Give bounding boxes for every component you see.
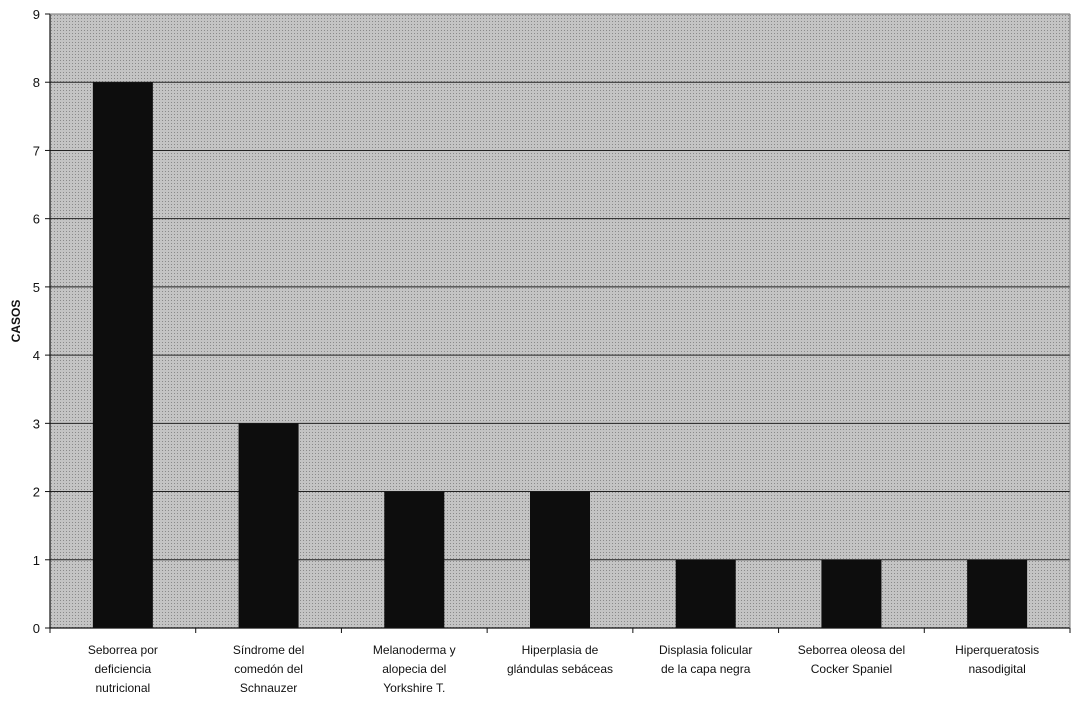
- y-tick-label: 3: [33, 416, 40, 431]
- bar: [384, 491, 445, 628]
- y-tick-label: 7: [33, 143, 40, 158]
- y-tick-label: 2: [33, 485, 40, 500]
- y-tick-label: 1: [33, 553, 40, 568]
- axes: [49, 13, 1071, 633]
- y-tick-label: 8: [33, 75, 40, 90]
- y-tick-label: 6: [33, 212, 40, 227]
- x-tick-labels: Seborrea por deficiencia nutricional Síndro…: [88, 643, 1039, 695]
- bar: [92, 82, 153, 628]
- bar: [821, 559, 882, 628]
- y-tick-label: 9: [33, 7, 40, 22]
- x-tick-label: Síndrome del comedón del Schnauzer: [233, 643, 304, 695]
- x-tick-label: Hiperplasia de glándulas sebáceas: [507, 643, 613, 676]
- y-axis-label: CASOS: [9, 300, 23, 343]
- x-tick-label: Hiperqueratosis nasodigital: [955, 643, 1039, 676]
- y-tick-label: 0: [33, 621, 40, 636]
- y-tick-labels: 0 1 2 3 4 5 6 7 8 9: [33, 7, 50, 636]
- x-tick-label: Displasia folicular de la capa negra: [659, 643, 752, 676]
- bars: [92, 82, 1028, 628]
- y-tick-label: 5: [33, 280, 40, 295]
- bar: [675, 559, 736, 628]
- x-tick-label: Seborrea oleosa del Cocker Spaniel: [798, 643, 905, 676]
- bar: [530, 491, 590, 628]
- bar: [238, 423, 299, 628]
- bar: [967, 559, 1028, 628]
- y-tick-label: 4: [33, 348, 40, 363]
- x-tick-label: Seborrea por deficiencia nutricional: [88, 643, 158, 695]
- x-tick-label: Melanoderma y alopecia del Yorkshire T.: [373, 643, 456, 695]
